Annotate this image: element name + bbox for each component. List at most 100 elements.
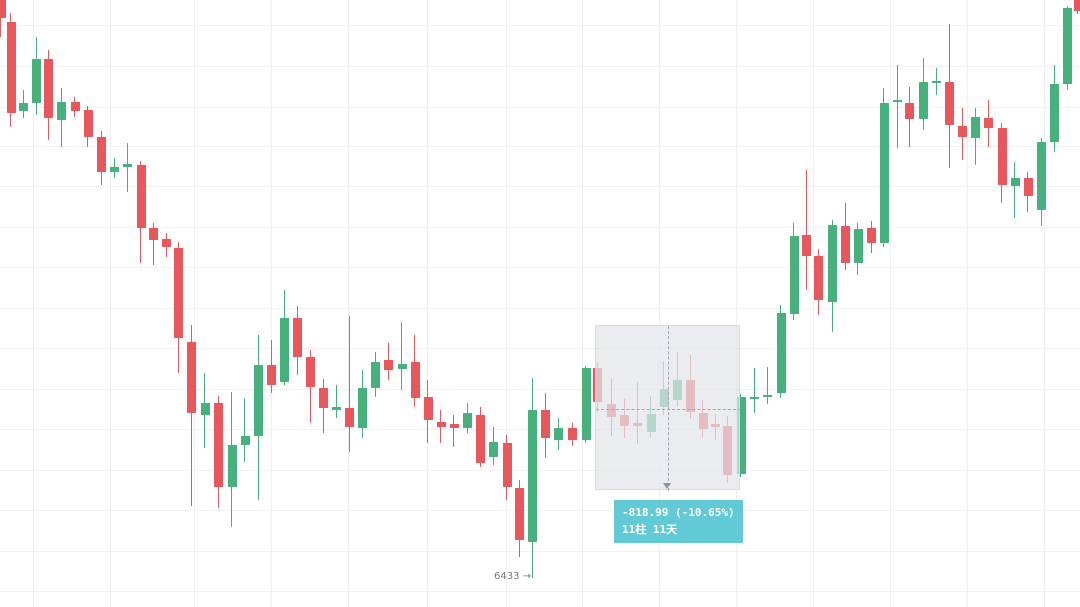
gridline-vertical: [427, 0, 428, 607]
candle-wick: [767, 367, 768, 404]
candle-wick: [0, 0, 1, 37]
price-low-value: 6433: [493, 571, 520, 582]
gridline-vertical: [890, 0, 891, 607]
gridline-horizontal: [0, 429, 1080, 430]
gridline-vertical: [506, 0, 507, 607]
candle-body: [32, 59, 41, 103]
candle-body: [306, 357, 315, 387]
candle-body: [582, 368, 591, 440]
gridline-horizontal: [0, 25, 1080, 26]
candle-body: [0, 0, 6, 18]
candle-body: [841, 226, 850, 263]
candle-body: [503, 443, 512, 487]
candle-wick: [754, 368, 755, 413]
gridline-horizontal: [0, 308, 1080, 309]
candle-body: [319, 388, 328, 408]
gridline-horizontal: [0, 348, 1080, 349]
candle-body: [411, 362, 420, 398]
gridline-horizontal: [0, 591, 1080, 592]
candle-body: [241, 436, 250, 445]
gridline-vertical: [110, 0, 111, 607]
candle-body: [123, 164, 132, 167]
gridline-vertical: [271, 0, 272, 607]
candle-body: [958, 126, 967, 137]
candle-body: [149, 228, 158, 240]
gridline-vertical: [967, 0, 968, 607]
candle-body: [187, 342, 196, 413]
candle-body: [7, 22, 16, 113]
candle-body: [1037, 142, 1046, 210]
candle-wick: [336, 385, 337, 418]
price-low-label: 6433 →: [491, 571, 531, 582]
gridline-horizontal: [0, 470, 1080, 471]
candle-body: [971, 117, 980, 138]
gridline-horizontal: [0, 107, 1080, 108]
candle-body: [932, 81, 941, 83]
candle-wick: [401, 322, 402, 390]
candle-body: [84, 110, 93, 137]
candle-body: [110, 167, 119, 172]
candle-body: [489, 442, 498, 457]
candle-body: [854, 229, 863, 263]
measure-tooltip: -818.99 (-10.65%) 11柱 11天: [614, 500, 743, 543]
candle-wick: [349, 316, 350, 452]
candle-body: [802, 235, 811, 256]
measure-direction-arrow-icon: [663, 483, 671, 489]
candle-body: [267, 365, 276, 385]
candle-body: [463, 413, 472, 428]
measure-range-box[interactable]: [595, 325, 741, 491]
candle-body: [828, 225, 837, 302]
candle-body: [476, 415, 485, 463]
candle-body: [384, 360, 393, 370]
candle-body: [450, 424, 459, 428]
candle-body: [790, 236, 799, 314]
candle-body: [750, 397, 759, 399]
candle-body: [905, 103, 914, 119]
candle-wick: [244, 398, 245, 462]
gridline-horizontal: [0, 551, 1080, 552]
candle-body: [201, 403, 210, 415]
candle-wick: [1014, 162, 1015, 218]
candle-body: [814, 256, 823, 300]
measure-tooltip-change: -818.99 (-10.65%): [622, 506, 735, 519]
gridline-vertical: [736, 0, 737, 607]
candle-body: [893, 100, 902, 102]
candle-body: [867, 228, 876, 243]
candle-body: [358, 388, 367, 428]
candle-body: [998, 128, 1007, 185]
gridline-vertical: [659, 0, 660, 607]
candle-body: [528, 410, 537, 542]
candle-body: [71, 102, 80, 111]
candle-body: [293, 318, 302, 357]
candle-body: [1011, 178, 1020, 186]
candle-body: [515, 488, 524, 540]
candle-body: [737, 397, 746, 474]
gridline-vertical: [1044, 0, 1045, 607]
gridline-horizontal: [0, 186, 1080, 187]
candle-body: [919, 82, 928, 119]
gridline-vertical: [33, 0, 34, 607]
candle-body: [398, 364, 407, 369]
candle-body: [424, 397, 433, 420]
candle-body: [568, 428, 577, 440]
gridline-vertical: [813, 0, 814, 607]
measure-crosshair-vertical: [668, 326, 669, 491]
candle-body: [57, 102, 66, 120]
right-arrow-icon: →: [522, 571, 531, 582]
gridline-horizontal: [0, 267, 1080, 268]
measure-crosshair-horizontal: [596, 409, 741, 410]
candle-body: [541, 410, 550, 438]
candle-body: [254, 365, 263, 436]
candle-wick: [897, 65, 898, 148]
measure-tooltip-bars-days: 11柱 11天: [622, 523, 678, 536]
candle-wick: [191, 325, 192, 506]
candle-wick: [127, 143, 128, 192]
candle-body: [19, 103, 28, 111]
candle-body: [332, 407, 341, 410]
gridline-vertical: [582, 0, 583, 607]
candle-wick: [806, 170, 807, 290]
candle-body: [214, 403, 223, 487]
gridline-horizontal: [0, 66, 1080, 67]
candle-body: [437, 422, 446, 427]
